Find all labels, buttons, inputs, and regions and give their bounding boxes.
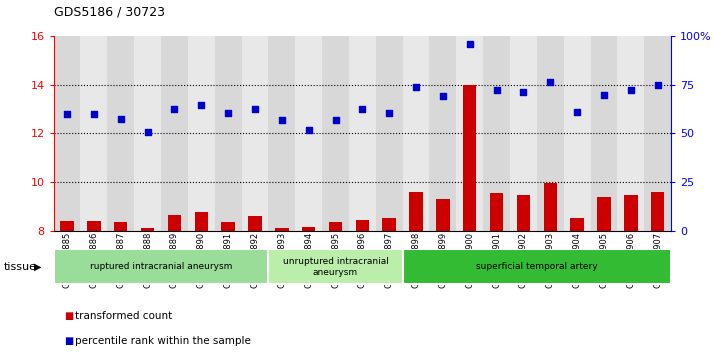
Bar (356, 220, 369, 231)
Point (625, 87, 637, 93)
Bar (590, 36, 618, 231)
Bar (134, 36, 161, 231)
Point (115, 116, 126, 122)
Point (652, 82, 663, 88)
Point (383, 110, 395, 116)
Bar (215, 36, 241, 231)
Point (169, 106, 180, 112)
Point (196, 103, 207, 109)
Text: tissue: tissue (4, 262, 36, 272)
Bar (188, 36, 215, 231)
Bar (618, 36, 644, 231)
Bar (328, 222, 342, 231)
Bar (275, 228, 288, 231)
Bar (483, 36, 510, 231)
Bar (624, 195, 638, 231)
FancyBboxPatch shape (54, 249, 268, 284)
Bar (194, 212, 208, 231)
FancyBboxPatch shape (268, 249, 403, 284)
FancyBboxPatch shape (403, 249, 671, 284)
Bar (409, 192, 423, 231)
Point (437, 93, 448, 99)
Point (61, 111, 73, 117)
Bar (376, 36, 403, 231)
Bar (114, 222, 127, 231)
Point (571, 109, 583, 114)
Text: percentile rank within the sample: percentile rank within the sample (75, 336, 251, 346)
Bar (403, 36, 430, 231)
Bar (651, 192, 665, 231)
Point (222, 110, 233, 116)
Bar (161, 36, 188, 231)
Bar (564, 36, 590, 231)
Bar (490, 193, 503, 231)
Bar (456, 36, 483, 231)
Text: ▶: ▶ (34, 262, 42, 272)
Text: ■: ■ (64, 336, 74, 346)
Point (545, 79, 556, 85)
Point (303, 127, 314, 132)
Point (598, 92, 610, 98)
Bar (537, 36, 564, 231)
Bar (436, 199, 450, 231)
Bar (60, 221, 74, 231)
Text: ■: ■ (64, 311, 74, 321)
Text: unruptured intracranial
aneurysm: unruptured intracranial aneurysm (283, 257, 388, 277)
Bar (141, 228, 154, 231)
Point (142, 129, 154, 135)
Bar (322, 36, 349, 231)
Bar (644, 36, 671, 231)
Bar (302, 227, 316, 231)
Bar (168, 215, 181, 231)
Point (491, 87, 503, 93)
Point (411, 84, 422, 90)
Bar (248, 216, 261, 231)
Point (464, 41, 476, 46)
Point (330, 117, 341, 123)
Bar (268, 36, 295, 231)
Bar (241, 36, 268, 231)
Text: transformed count: transformed count (75, 311, 172, 321)
Text: ruptured intracranial aneurysm: ruptured intracranial aneurysm (90, 262, 232, 271)
Bar (517, 195, 531, 231)
Bar (383, 219, 396, 231)
Bar (107, 36, 134, 231)
Bar (570, 219, 584, 231)
Text: GDS5186 / 30723: GDS5186 / 30723 (54, 5, 164, 19)
Bar (81, 36, 107, 231)
Point (518, 89, 529, 95)
Bar (598, 196, 610, 231)
Text: superficial temporal artery: superficial temporal artery (476, 262, 598, 271)
Point (357, 106, 368, 112)
Bar (87, 221, 101, 231)
Bar (221, 222, 235, 231)
Bar (543, 183, 557, 231)
Point (276, 117, 288, 123)
Bar (463, 85, 476, 231)
Bar (510, 36, 537, 231)
Bar (430, 36, 456, 231)
Bar (54, 36, 81, 231)
Point (249, 106, 261, 112)
Bar (349, 36, 376, 231)
Point (88, 111, 99, 117)
Bar (295, 36, 322, 231)
